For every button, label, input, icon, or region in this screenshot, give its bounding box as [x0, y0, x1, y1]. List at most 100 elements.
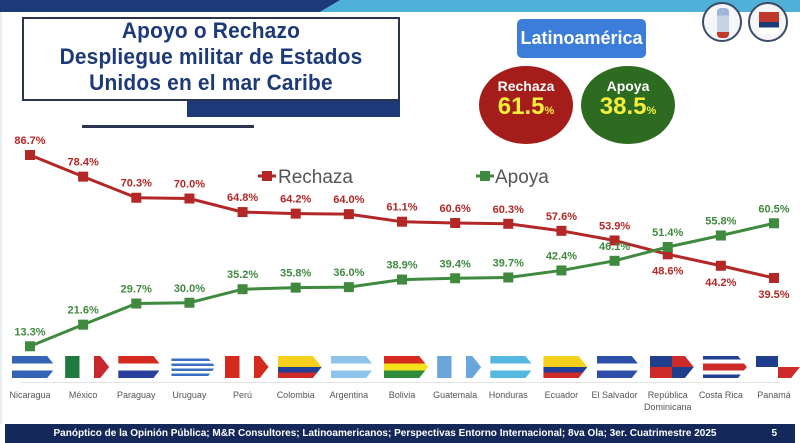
x-tick-label: Panamá [757, 390, 791, 400]
flag-ecuador-icon [543, 356, 588, 378]
data-label-rechaza: 53.9% [599, 220, 630, 232]
x-tick-label: Perú [233, 390, 253, 400]
data-label-apoya: 29.7% [121, 284, 152, 296]
data-point-rechaza [450, 218, 461, 229]
data-point-rechaza [78, 171, 89, 182]
data-label-rechaza: 86.7% [14, 135, 45, 147]
legend-apoya-label: Apoya [495, 167, 549, 188]
footer-bar: Panóptico de la Opinión Pública; M&R Con… [5, 424, 795, 443]
data-point-apoya [769, 218, 779, 229]
data-label-rechaza: 39.5% [758, 289, 789, 301]
x-tick-label: Ecuador [544, 390, 579, 400]
data-label-apoya: 39.4% [440, 258, 471, 270]
title-accent-bar [187, 100, 400, 117]
x-tick-label: México [68, 390, 98, 400]
slide-title: Apoyo o Rechazo Despliegue militar de Es… [31, 18, 390, 96]
myr-emblem-icon [759, 12, 779, 34]
x-tick-label: Paraguay [117, 390, 156, 400]
data-point-apoya [343, 282, 354, 293]
legend-rechaza-marker [262, 171, 272, 181]
x-tick-label: Nicaragua [9, 390, 51, 400]
title-line-3: Unidos en el mar Caribe [89, 70, 333, 95]
data-point-rechaza [397, 216, 407, 227]
apoya-summary-value: 38.5% [581, 94, 675, 124]
top-banner-dark [0, 0, 340, 12]
data-label-rechaza: 61.1% [386, 202, 417, 214]
chart-legend: Rechaza Apoya [258, 167, 549, 188]
data-label-apoya: 42.4% [546, 250, 577, 262]
flag-guatemala-icon [437, 356, 482, 378]
apoya-value-unit: % [646, 105, 657, 117]
data-label-rechaza: 64.0% [333, 194, 364, 206]
x-tick-label: Uruguay [172, 390, 207, 400]
data-point-rechaza [609, 235, 620, 246]
data-label-rechaza: 64.8% [227, 192, 258, 204]
data-label-apoya: 46.1% [599, 241, 630, 253]
x-tick-label: Bolivia [388, 390, 416, 400]
data-label-apoya: 38.9% [386, 260, 417, 272]
x-tick-label: República Dominicana [643, 390, 692, 412]
data-label-rechaza: 78.4% [68, 157, 99, 169]
data-point-apoya [131, 298, 142, 309]
legend-rechaza-label: Rechaza [278, 167, 353, 188]
rechaza-value-unit: % [544, 105, 555, 117]
flag-mexico-icon [65, 356, 110, 378]
x-tick-label: Argentina [329, 390, 369, 400]
region-badge: Latinoamérica [517, 19, 646, 58]
flag-el-salvador-icon [596, 356, 641, 378]
left-edge [0, 12, 2, 424]
x-tick-label: Colombia [276, 390, 315, 400]
data-point-apoya [78, 319, 89, 330]
data-point-rechaza [556, 225, 567, 236]
data-point-rechaza [662, 249, 673, 260]
myr-consultores-logo [748, 2, 788, 42]
flag-costa-rica-icon [702, 356, 747, 378]
x-tick-label: El Salvador [591, 390, 638, 400]
data-label-rechaza: 60.3% [493, 204, 524, 216]
data-point-apoya [715, 230, 726, 241]
x-tick-label: Costa Rica [698, 390, 743, 400]
flag-peru-icon [224, 356, 269, 378]
x-tick-label: Guatemala [433, 390, 478, 400]
footer-source: Panóptico de la Opinión Pública; M&R Con… [53, 428, 717, 439]
flag-bolivia-icon [384, 356, 428, 378]
data-point-apoya [609, 255, 620, 266]
data-point-apoya [556, 265, 567, 276]
apoya-value-number: 38.5 [599, 93, 647, 120]
data-label-apoya: 51.4% [652, 227, 683, 239]
series-layer: 86.7% 78.4% 70.3% 70.0% 64.8% 64.2% 64.0% 61.1%… [14, 135, 790, 352]
data-point-apoya [290, 282, 301, 293]
data-point-rechaza [25, 149, 35, 160]
data-point-rechaza [131, 192, 142, 203]
data-point-rechaza [769, 273, 779, 283]
data-label-rechaza: 60.6% [440, 203, 471, 215]
data-label-apoya: 30.0% [174, 283, 205, 295]
data-label-rechaza: 70.0% [174, 179, 205, 191]
data-label-apoya: 36.0% [333, 267, 364, 279]
rechaza-summary-value: 61.5% [479, 94, 573, 124]
data-point-apoya [503, 272, 514, 283]
panoptico-logo [702, 2, 742, 42]
flag-colombia-icon [277, 356, 322, 378]
legend-item-apoya: Apoya [476, 167, 549, 188]
flag-argentina-icon [330, 356, 375, 378]
legend-item-rechaza: Rechaza [258, 167, 353, 188]
data-label-apoya: 21.6% [68, 305, 99, 317]
data-label-rechaza: 44.2% [705, 277, 736, 289]
data-label-apoya: 35.2% [227, 269, 258, 281]
data-point-rechaza [290, 208, 301, 219]
data-point-rechaza [237, 207, 248, 218]
flag-panama-icon [756, 356, 800, 378]
legend-apoya-marker [480, 171, 490, 181]
apoya-summary-circle: Apoya 38.5% [581, 66, 675, 144]
data-label-rechaza: 64.2% [280, 194, 311, 206]
flag-nicaragua-icon [12, 356, 56, 378]
data-label-rechaza: 48.6% [652, 265, 683, 277]
data-point-apoya [397, 274, 407, 285]
x-tick-label: Honduras [488, 390, 528, 400]
flag-honduras-icon [490, 356, 535, 378]
data-label-apoya: 39.7% [493, 257, 524, 269]
flag-uruguay-icon [171, 356, 216, 378]
data-label-apoya: 60.5% [758, 203, 789, 215]
